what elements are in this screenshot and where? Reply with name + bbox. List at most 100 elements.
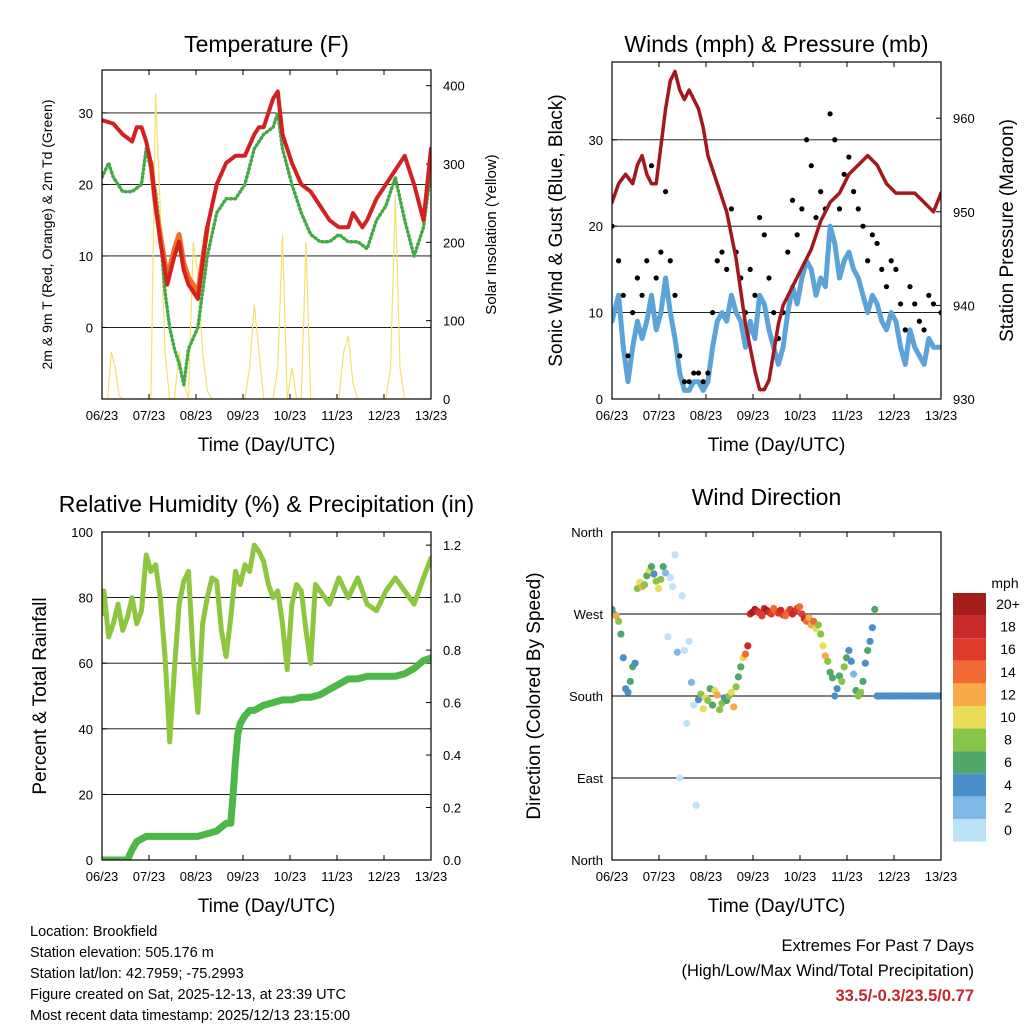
- station-location: Location: Brookfield: [30, 924, 158, 940]
- direction-point: [716, 706, 724, 714]
- legend-swatch: [953, 683, 986, 706]
- legend-swatch: [953, 819, 986, 842]
- gust-point: [803, 137, 810, 143]
- direction-point: [814, 621, 822, 629]
- y-right-tick-label: 960: [953, 111, 975, 126]
- gust-point: [719, 249, 725, 255]
- direction-point: [624, 688, 632, 696]
- direction-point: [694, 696, 703, 704]
- direction-point: [795, 603, 804, 611]
- extremes-title: Extremes For Past 7 Days: [781, 937, 974, 955]
- extremes-box: Extremes For Past 7 Days (High/Low/Max W…: [681, 934, 974, 1009]
- y-right-tick-label: 1.0: [443, 591, 461, 606]
- chart-title: Temperature (F): [184, 31, 349, 57]
- y-right-tick-label: 940: [953, 298, 975, 313]
- direction-point: [659, 563, 667, 571]
- direction-point: [708, 701, 717, 709]
- gust-point: [799, 206, 805, 212]
- y-tick-label: North: [571, 525, 603, 540]
- direction-point: [704, 696, 712, 705]
- y-tick-label: 20: [79, 177, 93, 192]
- speed-legend: mph 20+ 18 16 14 12 10 8 6 4 2 0: [953, 575, 1020, 842]
- x-tick-label: 08/23: [180, 408, 213, 423]
- gust-point: [926, 292, 932, 298]
- x-tick-label: 06/23: [596, 869, 629, 884]
- direction-point: [661, 569, 670, 577]
- series-temp-2m: [102, 89, 431, 301]
- plot-area: [102, 542, 431, 860]
- gust-point: [677, 353, 683, 359]
- gust-point: [612, 223, 615, 229]
- gust-point: [850, 189, 857, 195]
- y-axis-label: Percent & Total Rainfall: [30, 597, 51, 794]
- chart-title: Relative Humidity (%) & Precipitation (i…: [59, 491, 474, 517]
- gust-point: [865, 258, 871, 264]
- legend-label: 10: [1000, 709, 1016, 725]
- x-axis-label: Time (Day/UTC): [198, 896, 336, 917]
- gust-point: [681, 379, 687, 385]
- y-tick-label: South: [569, 689, 603, 704]
- y-axis-label: Direction (Colored By Speed): [524, 572, 545, 819]
- legend-label: 20+: [996, 596, 1020, 612]
- direction-point: [626, 677, 634, 686]
- direction-point: [835, 672, 844, 680]
- y-tick-label: 40: [79, 722, 93, 737]
- direction-point: [657, 575, 665, 583]
- legend-label: 16: [1000, 641, 1016, 657]
- legend-swatch: [953, 773, 986, 797]
- x-tick-label: 13/23: [415, 408, 448, 423]
- y-right-tick-label: 0.2: [443, 801, 461, 816]
- legend-title: mph: [991, 575, 1018, 591]
- station-elevation: Station elevation: 505.176 m: [30, 945, 214, 961]
- direction-point: [937, 692, 941, 700]
- x-tick-label: 10/23: [784, 869, 817, 884]
- direction-point: [849, 670, 858, 678]
- chart-panel-3: Relative Humidity (%) & Precipitation (i…: [30, 491, 474, 917]
- y-tick-label: 20: [79, 787, 93, 802]
- y-tick-label: 30: [79, 106, 93, 121]
- y-tick-label: 0: [86, 320, 93, 335]
- x-tick-label: 08/23: [180, 869, 213, 884]
- gust-point: [879, 266, 885, 272]
- direction-point: [671, 551, 679, 559]
- direction-point: [690, 701, 698, 709]
- station-info: Location: Brookfield Station elevation: …: [30, 922, 350, 1027]
- gust-point: [686, 379, 692, 385]
- direction-point: [612, 612, 620, 620]
- y-right-tick-label: 950: [953, 205, 975, 220]
- gust-point: [756, 214, 763, 221]
- legend-label: 4: [1004, 777, 1012, 793]
- legend-swatch: [953, 751, 986, 774]
- gust-point: [785, 249, 791, 255]
- x-tick-label: 07/23: [643, 408, 676, 423]
- x-tick-label: 10/23: [784, 408, 817, 423]
- legend-label: 0: [1004, 822, 1012, 838]
- x-tick-label: 10/23: [274, 869, 307, 884]
- extremes-values: 33.5/-0.3/23.5/0.77: [835, 987, 974, 1005]
- gust-point: [912, 301, 918, 307]
- x-tick-label: 09/23: [737, 869, 770, 884]
- x-axis-label: Time (Day/UTC): [708, 435, 846, 456]
- gust-point: [724, 266, 730, 272]
- x-tick-label: 07/23: [643, 869, 676, 884]
- x-tick-label: 09/23: [737, 408, 770, 423]
- direction-point: [845, 646, 853, 655]
- y-tick-label: 10: [79, 249, 93, 264]
- x-tick-label: 08/23: [690, 408, 723, 423]
- legend-label: 6: [1004, 754, 1012, 770]
- direction-point: [654, 584, 663, 593]
- direction-point: [673, 648, 681, 656]
- direction-point: [727, 688, 735, 696]
- y-right-tick-label: 0.8: [443, 643, 461, 658]
- direction-point: [680, 646, 688, 655]
- direction-point: [631, 659, 639, 667]
- legend-swatch: [953, 593, 986, 616]
- direction-point: [619, 654, 627, 662]
- series-solar-insolation: [102, 92, 431, 399]
- y-right-tick-label: 0.4: [443, 748, 461, 763]
- gust-point: [691, 370, 697, 376]
- y-tick-label: 20: [589, 219, 603, 234]
- chart-title: Wind Direction: [692, 484, 842, 510]
- y-right-tick-label: 930: [953, 392, 975, 407]
